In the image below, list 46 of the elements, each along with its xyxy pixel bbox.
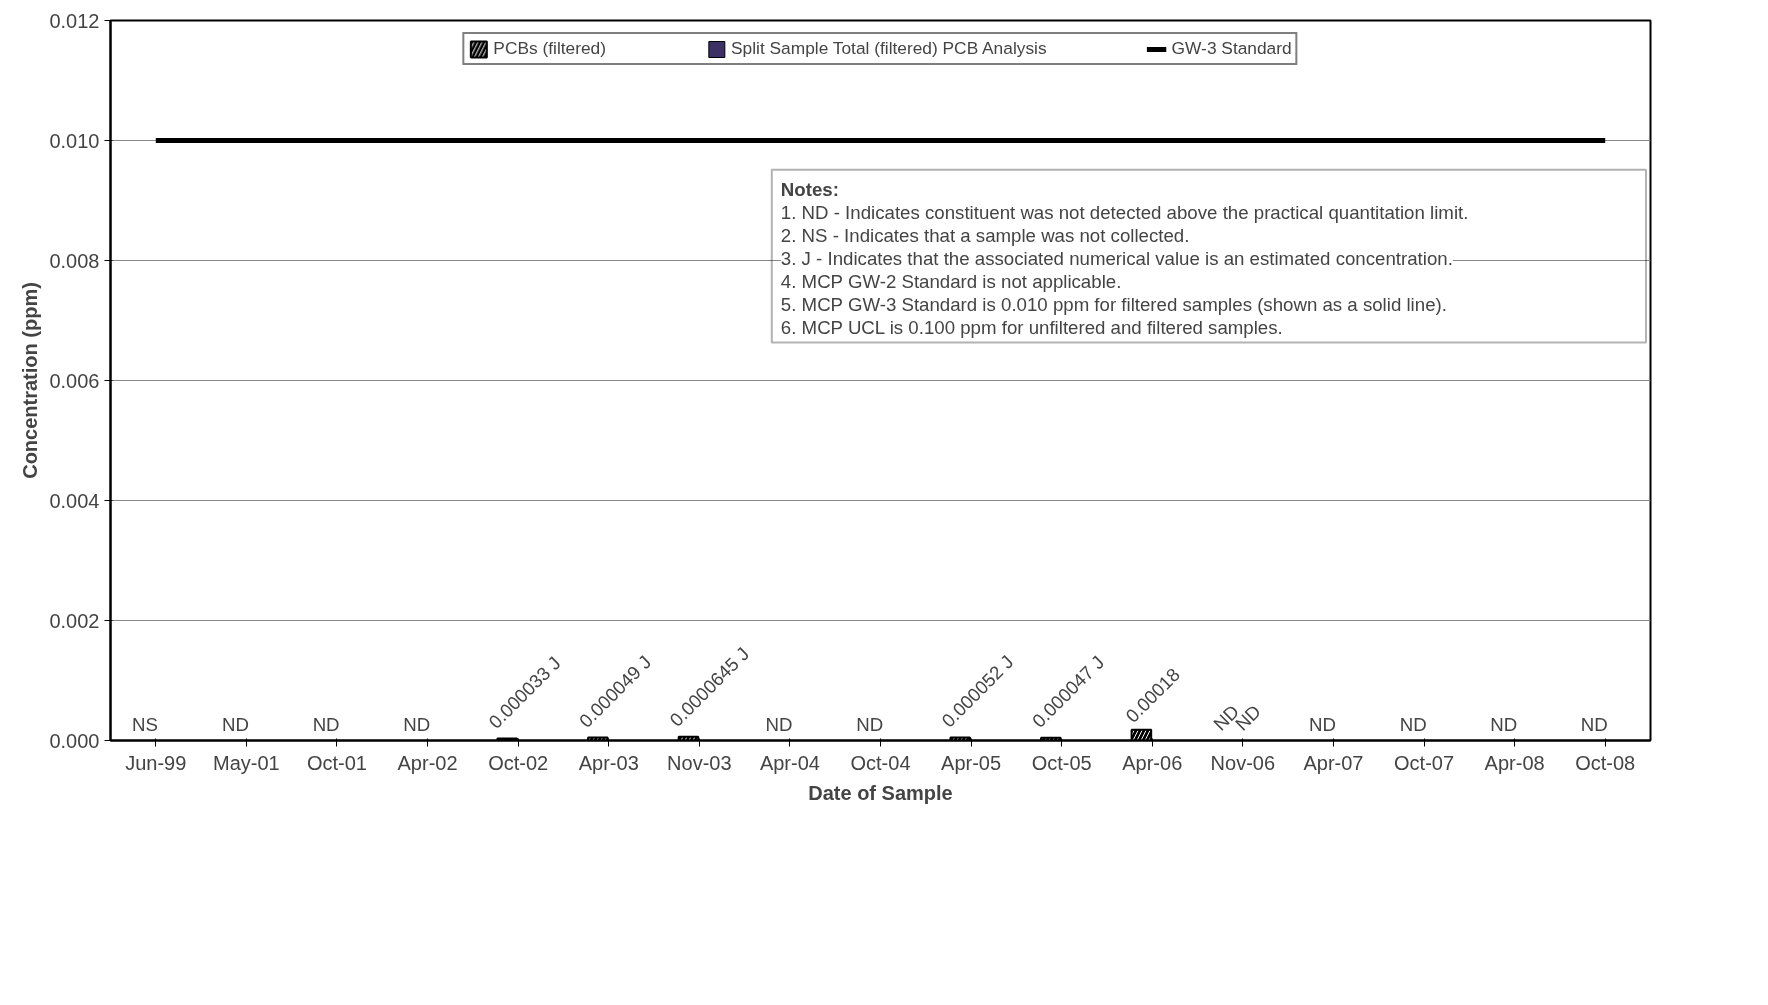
- x-tick-label: Oct-02: [488, 751, 549, 774]
- x-tick-label: Nov-06: [1210, 751, 1276, 774]
- text: ND: [222, 713, 249, 735]
- text: ND: [1490, 713, 1518, 735]
- x-tick-label: Jun-99: [125, 751, 187, 774]
- x-tick-label: Apr-03: [578, 751, 639, 774]
- x-tick-label: Apr-02: [397, 751, 458, 774]
- x-tick-label: Oct-08: [1575, 751, 1636, 774]
- x-tick-label: May-01: [213, 751, 280, 774]
- text: ND: [312, 713, 340, 735]
- x-tick-label: Oct-04: [850, 751, 911, 774]
- x-tick-label: Nov-03: [667, 751, 732, 774]
- text: ND: [765, 713, 793, 735]
- y-tick-label: 0.004: [49, 489, 100, 512]
- text: NS: [131, 713, 158, 735]
- annotation: 4. MCP GW-2 Standard is not applicable.: [780, 271, 1122, 293]
- y-axis-title: Concentration (ppm): [19, 282, 42, 479]
- annotation: 1. ND - Indicates constituent was not detected above the practical quantitation limit.: [780, 201, 1469, 223]
- y-tick-label: 0.012: [49, 9, 100, 32]
- legend-label: Split Sample Total (filtered) PCB Analysis: [731, 38, 1047, 59]
- y-tick-label: 0.000: [49, 729, 100, 752]
- text: ND: [1309, 713, 1337, 735]
- annotation: 2. NS - Indicates that a sample was not collected.: [780, 224, 1190, 246]
- y-tick-label: 0.002: [49, 609, 100, 632]
- legend-label: GW-3 Standard: [1171, 38, 1292, 59]
- x-axis-title: Date of Sample: [808, 781, 953, 804]
- legend-label: PCBs (filtered): [493, 38, 607, 59]
- x-tick-label: Apr-06: [1122, 751, 1183, 774]
- text: ND: [1399, 713, 1427, 735]
- x-tick-label: Oct-01: [306, 751, 367, 774]
- text: ND: [403, 713, 431, 735]
- x-tick-label: Apr-07: [1303, 751, 1364, 774]
- x-tick-label: Oct-07: [1394, 751, 1455, 774]
- annotation: Notes:: [780, 178, 839, 200]
- x-tick-label: Apr-08: [1484, 751, 1545, 774]
- y-tick-label: 0.008: [49, 249, 100, 272]
- text: ND: [856, 713, 884, 735]
- x-tick-label: Apr-05: [941, 751, 1002, 774]
- y-tick-label: 0.010: [49, 129, 100, 152]
- y-tick-label: 0.006: [49, 369, 100, 392]
- annotation: 3. J - Indicates that the associated numerical value is an estimated concentration.: [780, 248, 1453, 270]
- text: ND: [1580, 713, 1608, 735]
- annotation: 6. MCP UCL is 0.100 ppm for unfiltered and filtered samples.: [780, 317, 1283, 339]
- x-tick-label: Apr-04: [759, 751, 820, 774]
- x-tick-label: Oct-05: [1031, 751, 1092, 774]
- annotation: 5. MCP GW-3 Standard is 0.010 ppm for filtered samples (shown as a solid line).: [780, 294, 1447, 316]
